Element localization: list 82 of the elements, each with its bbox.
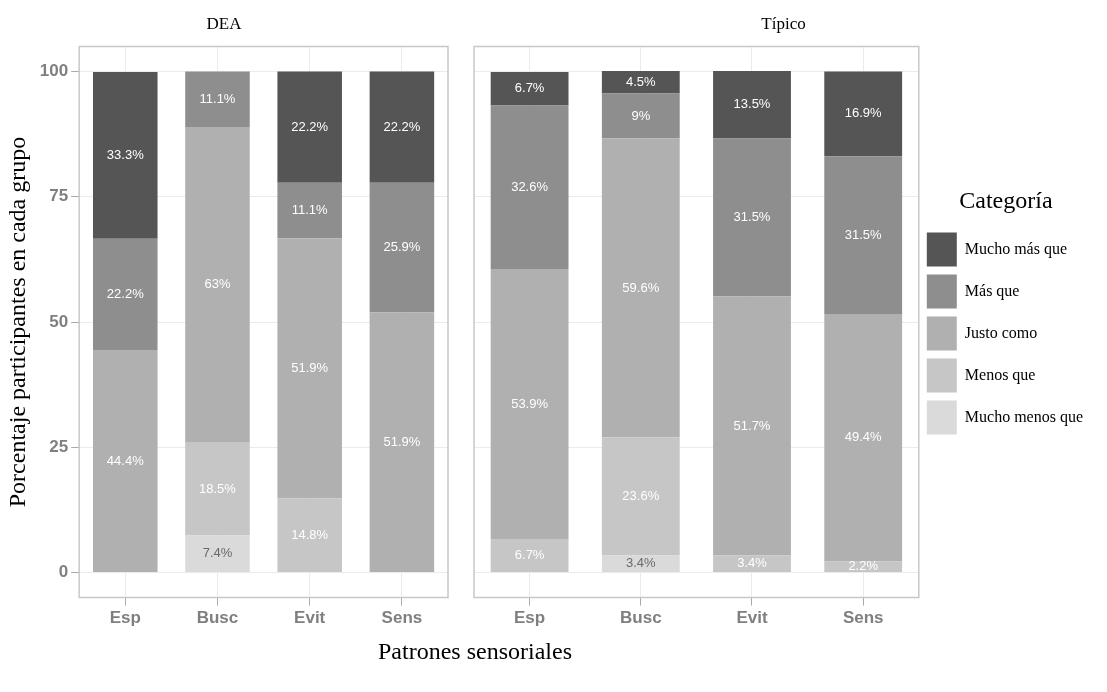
bar — [93, 71, 158, 239]
data-label: 25.9% — [383, 239, 421, 255]
data-label: 3.4% — [737, 555, 768, 571]
x-tick-label: Sens — [842, 608, 884, 628]
bar — [185, 127, 250, 443]
bar — [369, 312, 435, 573]
bar — [713, 70, 791, 139]
bar — [601, 70, 680, 94]
x-tick-label: Busc — [196, 608, 239, 628]
chart-title: Típico — [761, 13, 806, 33]
bar — [490, 268, 569, 539]
data-label: 44.4% — [106, 452, 145, 468]
data-label: 49.4% — [844, 429, 883, 445]
legend-title: Categoría — [959, 186, 1053, 213]
data-label: 2.2% — [848, 558, 879, 574]
data-label: 59.6% — [622, 279, 660, 295]
bar — [824, 313, 903, 562]
bar — [277, 182, 342, 239]
bar — [93, 238, 158, 351]
data-label: 6.7% — [514, 80, 545, 96]
bar — [601, 138, 680, 438]
bar — [185, 535, 250, 573]
legend-label: Más que — [964, 281, 1020, 300]
x-tick-label: Esp — [514, 608, 546, 628]
x-tick-label: Evit — [736, 608, 768, 628]
data-label: 14.8% — [291, 526, 329, 542]
data-label: 51.9% — [291, 359, 329, 375]
x-tick-label: Evit — [294, 608, 326, 628]
x-tick-label: Sens — [381, 608, 423, 628]
y-tick-label: 75 — [49, 186, 69, 206]
bar — [277, 71, 342, 183]
legend-label: Menos que — [964, 365, 1036, 384]
data-label: 4.5% — [625, 73, 657, 89]
data-label: 32.6% — [511, 178, 549, 194]
bar — [369, 71, 435, 183]
data-label: 22.2% — [383, 118, 421, 134]
data-label: 51.9% — [383, 433, 421, 449]
data-label: 6.7% — [514, 547, 545, 563]
y-tick-label: 100 — [39, 61, 69, 81]
x-tick-label: Esp — [109, 608, 141, 628]
data-label: 31.5% — [733, 209, 771, 225]
bar — [713, 296, 791, 556]
bar — [490, 71, 569, 106]
bar — [369, 182, 435, 313]
data-label: 18.5% — [199, 480, 237, 496]
data-label: 31.5% — [844, 226, 883, 242]
y-axis-title: Porcentaje participantes en cada grupo — [3, 136, 30, 508]
data-label: 22.2% — [291, 118, 329, 134]
data-label: 11.1% — [291, 202, 329, 218]
bar — [490, 105, 569, 269]
legend-label: Mucho menos que — [964, 407, 1083, 426]
chart-title: DEA — [206, 13, 243, 33]
data-label: 16.9% — [844, 105, 883, 121]
bar — [490, 538, 569, 573]
data-label: 53.9% — [511, 395, 549, 411]
y-tick-label: 50 — [49, 311, 69, 331]
bar — [824, 156, 903, 314]
data-label: 23.6% — [622, 487, 660, 503]
bar — [824, 71, 903, 157]
x-axis-title: Patrones sensoriales — [377, 638, 573, 665]
bar — [93, 350, 158, 573]
data-label: 7.4% — [202, 545, 233, 561]
data-label: 51.7% — [733, 417, 771, 433]
data-label: 63% — [204, 276, 231, 292]
y-tick-label: 0 — [58, 562, 69, 582]
y-tick-label: 25 — [49, 436, 69, 456]
data-label: 3.4% — [625, 555, 657, 571]
bar — [713, 138, 791, 297]
data-label: 11.1% — [199, 90, 236, 106]
bar — [277, 238, 342, 499]
bar — [601, 437, 680, 556]
x-tick-label: Busc — [620, 608, 662, 628]
data-label: 33.3% — [106, 146, 145, 162]
legend-label: Mucho más que — [964, 239, 1067, 258]
data-label: 22.2% — [106, 286, 145, 302]
legend-label: Justo como — [964, 323, 1038, 341]
bar — [185, 442, 250, 536]
bar — [601, 93, 680, 139]
bar — [277, 498, 342, 573]
data-label: 13.5% — [733, 96, 771, 112]
data-label: 9% — [631, 107, 651, 123]
bar — [185, 71, 250, 128]
